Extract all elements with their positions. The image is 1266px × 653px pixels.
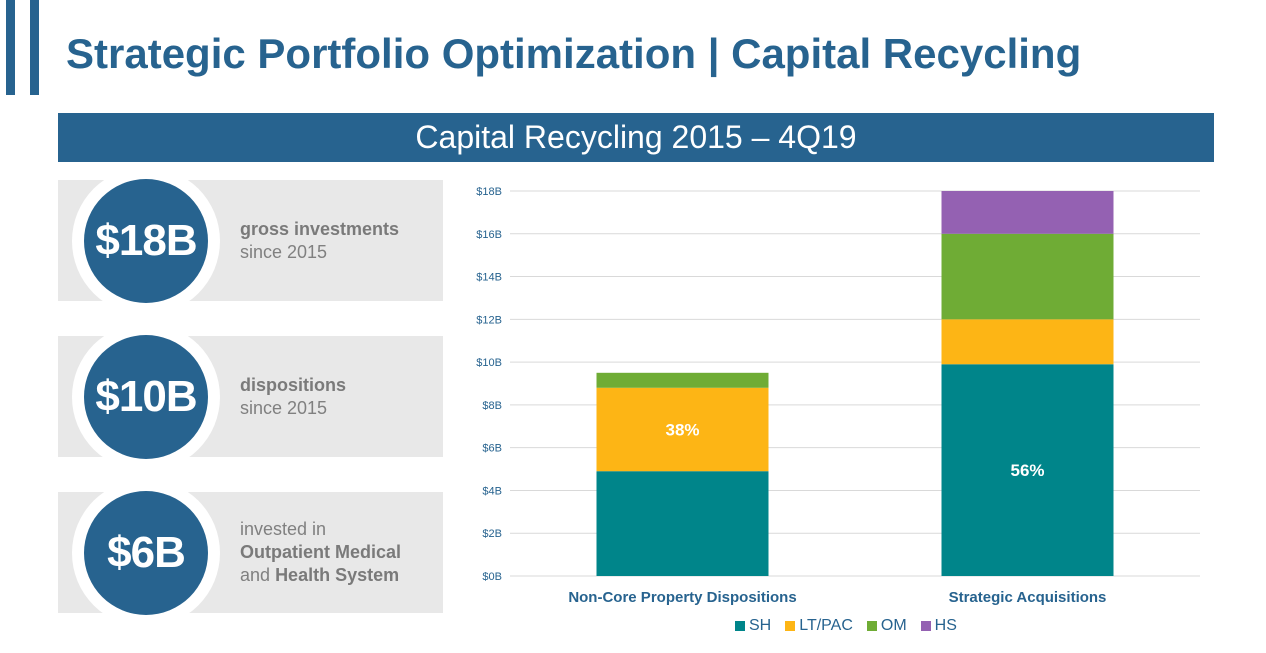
- banner-title: Capital Recycling 2015 – 4Q19: [415, 119, 857, 155]
- y-tick-label: $10B: [476, 357, 502, 369]
- stat-description: dispositions since 2015: [240, 336, 346, 457]
- bar-segment-sh: [596, 471, 769, 576]
- y-tick-label: $16B: [476, 229, 502, 241]
- legend-swatch: [735, 621, 745, 631]
- legend-label: HS: [934, 617, 957, 634]
- y-tick-label: $2B: [482, 528, 502, 540]
- legend-item-sh: SH: [735, 617, 771, 635]
- legend-item-hs: HS: [920, 617, 957, 635]
- stat-label-bold: Outpatient Medical: [240, 542, 402, 562]
- stat-ring: $10B: [72, 323, 220, 471]
- legend-swatch: [866, 621, 877, 631]
- chart-legend: SH LT/PAC OM HS: [735, 617, 957, 635]
- stat-card-invested: $6B invested in Outpatient Medical and H…: [58, 479, 443, 627]
- bar-segment-hs: [941, 191, 1114, 234]
- stat-value: $6B: [84, 491, 208, 615]
- stat-label-bold-2: Health System: [275, 565, 400, 585]
- stat-label: gross investments: [240, 218, 400, 239]
- x-category-label: Non-Core Property Dispositions: [568, 589, 796, 606]
- stacked-bar-chart: $0B $2B $4B $6B $8B $10B $12B $14B $16B $18B 38% No…: [476, 186, 1200, 606]
- legend-item-lt-pac: LT/PAC: [785, 617, 853, 635]
- page-title: Strategic Portfolio Optimization | Capit…: [66, 30, 1082, 77]
- stat-conjunction: and: [240, 565, 271, 585]
- stat-card-dispositions: $10B dispositions since 2015: [58, 323, 443, 471]
- y-tick-label: $18B: [476, 186, 502, 198]
- x-category-label: Strategic Acquisitions: [949, 589, 1107, 606]
- section-banner: Capital Recycling 2015 – 4Q19: [58, 113, 1214, 162]
- legend-swatch: [785, 621, 796, 631]
- y-tick-label: $0B: [482, 571, 502, 583]
- bar-segment-om: [596, 372, 769, 388]
- stat-card-gross-investments: $18B gross investments since 2015: [58, 167, 443, 315]
- accent-bar-left: [6, 0, 15, 95]
- accent-bar-right: [30, 0, 39, 95]
- y-tick-label: $6B: [482, 443, 502, 455]
- y-tick-label: $4B: [482, 485, 502, 497]
- legend-label: LT/PAC: [799, 617, 853, 634]
- stat-label: invested in: [240, 519, 327, 539]
- bar-segment-lt-pac: [941, 319, 1114, 365]
- y-tick-label: $12B: [476, 314, 502, 326]
- legend-item-om: OM: [866, 617, 907, 635]
- stat-sublabel: since 2015: [240, 397, 328, 418]
- legend-label: SH: [749, 617, 772, 634]
- legend-swatch: [920, 621, 931, 631]
- data-label: 56%: [1010, 461, 1044, 480]
- legend-label: OM: [880, 617, 907, 634]
- data-label: 38%: [665, 420, 699, 439]
- bar-segment-om: [941, 233, 1114, 320]
- stat-ring: $18B: [72, 167, 220, 315]
- bar-segment-lt-pac: [596, 387, 769, 472]
- stat-sublabel: since 2015: [240, 241, 328, 262]
- stat-ring: $6B: [72, 479, 220, 627]
- stat-description: gross investments since 2015: [240, 180, 399, 301]
- y-tick-label: $8B: [482, 400, 502, 412]
- stat-sublabel-line: and Health System: [240, 564, 401, 587]
- stat-label: dispositions: [240, 374, 347, 395]
- stat-value: $10B: [84, 335, 208, 459]
- bar-segment-sh: [941, 364, 1114, 576]
- y-tick-label: $14B: [476, 272, 502, 284]
- stat-description: invested in Outpatient Medical and Healt…: [240, 492, 401, 613]
- stat-value: $18B: [84, 179, 208, 303]
